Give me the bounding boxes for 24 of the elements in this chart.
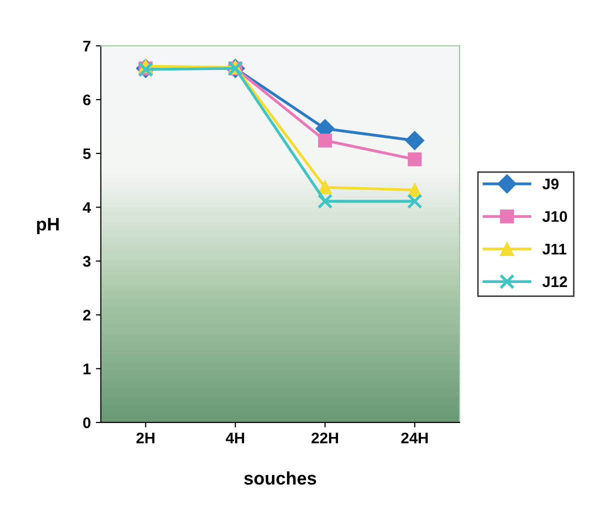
- x-axis-title: souches: [244, 471, 316, 485]
- y-tick-label: 5: [83, 148, 91, 160]
- y-tick-label: 6: [83, 94, 91, 106]
- legend-label: J9: [542, 178, 559, 190]
- point: [318, 180, 332, 194]
- y-tick-label: 3: [82, 256, 91, 267]
- y-tick-label: 4: [82, 202, 92, 213]
- x-tick-label: 22H: [312, 432, 338, 444]
- x-tick-label: 4H: [226, 432, 244, 444]
- x-tick-label: 2H: [136, 432, 154, 444]
- point: [317, 194, 333, 209]
- point: [407, 194, 422, 209]
- legend-label: J12: [542, 276, 568, 288]
- x-tick-label: 24H: [401, 432, 428, 444]
- legend-label: J10: [542, 211, 568, 222]
- y-axis-title: pH: [37, 218, 59, 234]
- point: [408, 152, 422, 166]
- point: [318, 134, 332, 148]
- y-tick-label: 0: [83, 417, 90, 428]
- point: [405, 130, 424, 150]
- y-tick-label: 1: [84, 364, 91, 374]
- y-tick-label: 7: [83, 40, 90, 52]
- legend-label: J11: [542, 244, 566, 255]
- y-tick-label: 2: [83, 310, 90, 320]
